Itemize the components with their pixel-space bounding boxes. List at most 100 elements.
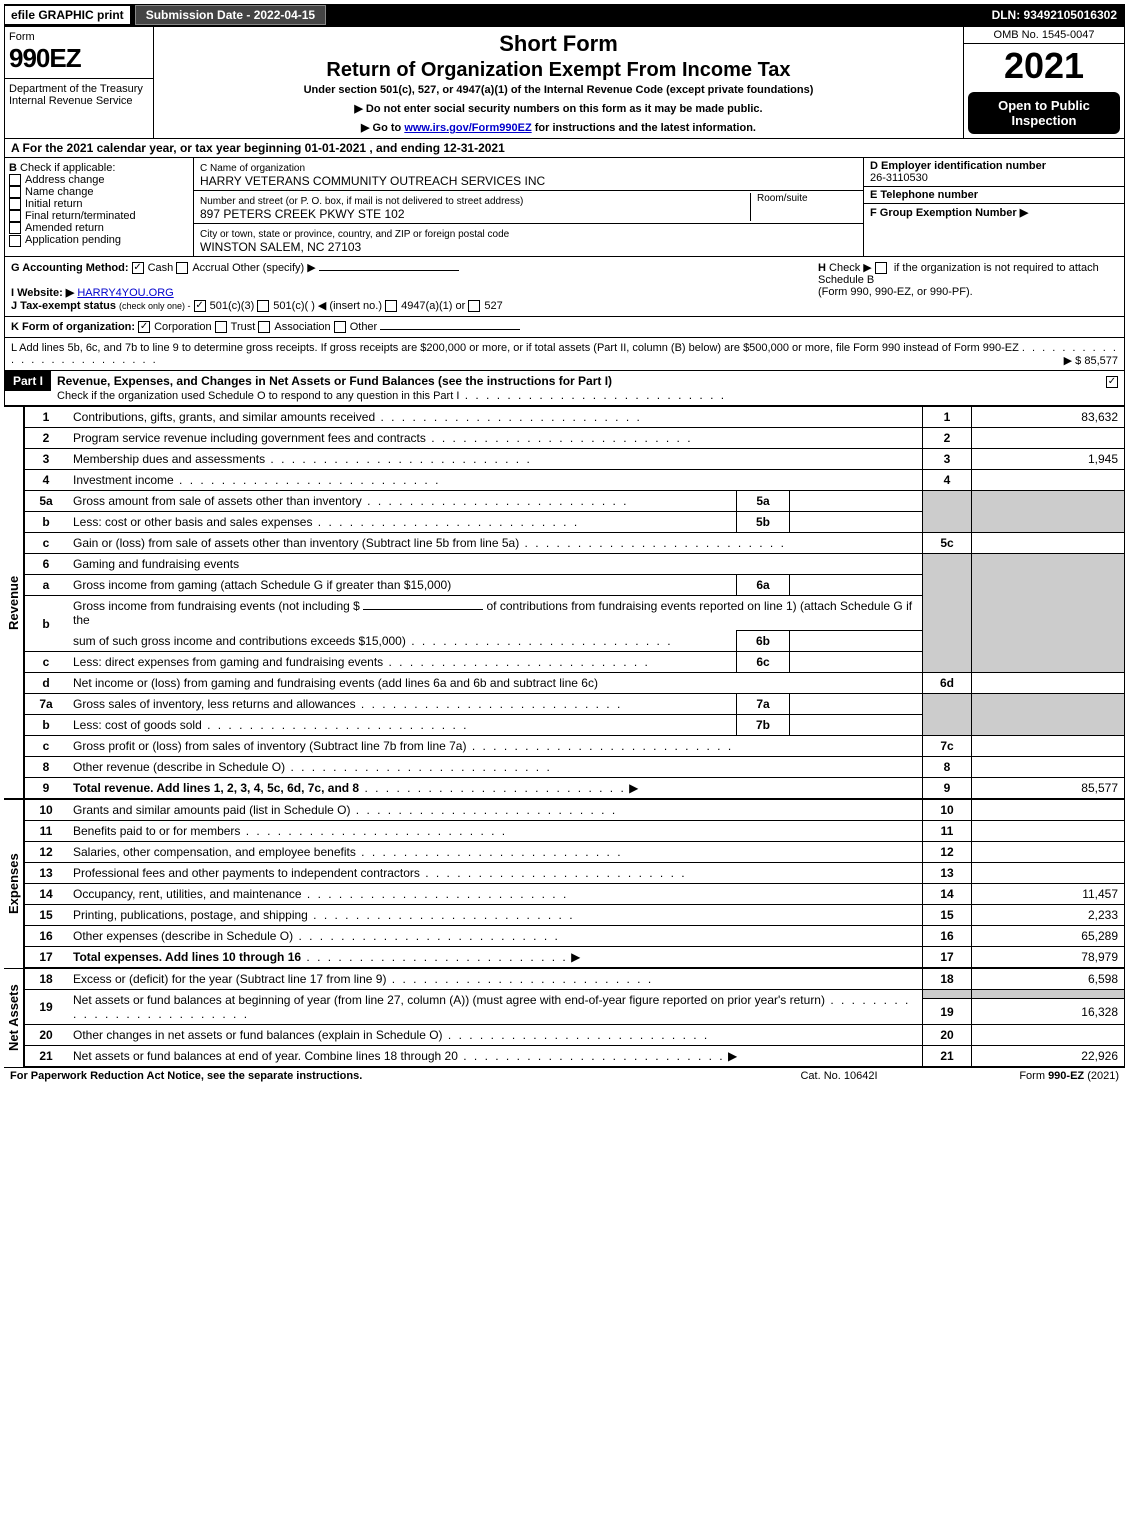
checkbox-accrual[interactable] <box>176 262 188 274</box>
line-4-ref: 4 <box>923 470 972 491</box>
tax-exempt-label: J Tax-exempt status <box>11 300 116 312</box>
line-8-ref: 8 <box>923 757 972 778</box>
line-4-num: 4 <box>25 470 68 491</box>
section-h: H Check ▶ if the organization is not req… <box>818 261 1118 312</box>
footer-cat-no: Cat. No. 10642I <box>739 1070 939 1082</box>
dln-label: DLN: 93492105016302 <box>992 8 1125 22</box>
line-1-ref: 1 <box>923 407 972 428</box>
website-link[interactable]: HARRY4YOU.ORG <box>77 287 173 299</box>
revenue-table: 1 Contributions, gifts, grants, and simi… <box>24 406 1125 799</box>
room-suite-label: Room/suite <box>750 193 857 221</box>
checkbox-corporation[interactable] <box>138 321 150 333</box>
form-org-label: K Form of organization: <box>11 321 135 333</box>
section-l-value: ▶ $ 85,577 <box>1064 354 1118 367</box>
top-bar: efile GRAPHIC print Submission Date - 20… <box>4 4 1125 26</box>
line-9: 9 Total revenue. Add lines 1, 2, 3, 4, 5… <box>25 778 1125 799</box>
telephone-label: E Telephone number <box>870 189 978 201</box>
line-8: 8 Other revenue (describe in Schedule O)… <box>25 757 1125 778</box>
line-9-num: 9 <box>25 778 68 799</box>
line-21-ref: 21 <box>923 1046 972 1067</box>
section-a-tax-year: A For the 2021 calendar year, or tax yea… <box>4 139 1125 158</box>
opt-name-change: Name change <box>25 186 94 198</box>
part-1-header-row: Part I Revenue, Expenses, and Changes in… <box>4 371 1125 406</box>
line-7a-subval <box>790 694 923 715</box>
line-3-ref: 3 <box>923 449 972 470</box>
opt-accrual: Accrual <box>192 262 229 274</box>
line-5a-desc: Gross amount from sale of assets other t… <box>73 494 362 508</box>
checkbox-4947[interactable] <box>385 300 397 312</box>
checkbox-schedule-b[interactable] <box>875 262 887 274</box>
h-text1: Check ▶ <box>829 262 872 274</box>
checkbox-address-change[interactable] <box>9 174 21 186</box>
revenue-vertical-label: Revenue <box>4 406 24 799</box>
checkbox-501c[interactable] <box>257 300 269 312</box>
line-16-value: 65,289 <box>972 926 1125 947</box>
irs-label: Internal Revenue Service <box>9 95 149 107</box>
street-value: 897 PETERS CREEK PKWY STE 102 <box>200 207 405 221</box>
omb-number: OMB No. 1545-0047 <box>964 27 1124 44</box>
checkbox-initial-return[interactable] <box>9 198 21 210</box>
line-6b-subval <box>790 631 923 652</box>
checkbox-cash[interactable] <box>132 262 144 274</box>
line-3-num: 3 <box>25 449 68 470</box>
footer-right-pre: Form <box>1019 1070 1048 1082</box>
line-20-num: 20 <box>25 1025 68 1046</box>
group-exemption-label: F Group Exemption Number ▶ <box>870 207 1028 219</box>
section-k: K Form of organization: Corporation Trus… <box>4 317 1125 338</box>
line-7a: 7a Gross sales of inventory, less return… <box>25 694 1125 715</box>
checkbox-application-pending[interactable] <box>9 235 21 247</box>
line-14-value: 11,457 <box>972 884 1125 905</box>
line-18-ref: 18 <box>923 969 972 990</box>
ein-value: 26-3110530 <box>870 172 928 184</box>
revenue-section: Revenue 1 Contributions, gifts, grants, … <box>4 406 1125 799</box>
opt-4947: 4947(a)(1) or <box>401 300 465 312</box>
checkbox-trust[interactable] <box>215 321 227 333</box>
expenses-table: 10 Grants and similar amounts paid (list… <box>24 799 1125 968</box>
checkbox-name-change[interactable] <box>9 186 21 198</box>
row-g-h: G Accounting Method: Cash Accrual Other … <box>4 257 1125 317</box>
line-5c-desc: Gain or (loss) from sale of assets other… <box>73 536 519 550</box>
line-20-value <box>972 1025 1125 1046</box>
tax-exempt-note: (check only one) - <box>119 301 191 311</box>
line-8-value <box>972 757 1125 778</box>
footer-right-post: (2021) <box>1084 1070 1119 1082</box>
opt-address-change: Address change <box>25 174 105 186</box>
line-7a-num: 7a <box>25 694 68 715</box>
line-6d-ref: 6d <box>923 673 972 694</box>
line-14-desc: Occupancy, rent, utilities, and maintena… <box>73 887 302 901</box>
line-12: 12 Salaries, other compensation, and emp… <box>25 842 1125 863</box>
checkbox-schedule-o-part1[interactable] <box>1106 376 1118 388</box>
section-b: B Check if applicable: Address change Na… <box>5 158 194 256</box>
net-assets-vertical-label: Net Assets <box>4 968 24 1067</box>
line-18-desc: Excess or (deficit) for the year (Subtra… <box>73 972 386 986</box>
line-11-desc: Benefits paid to or for members <box>73 824 240 838</box>
line-21-arrow: ▶ <box>728 1049 737 1063</box>
form-number: 990EZ <box>9 43 149 74</box>
line-7b-subval <box>790 715 923 736</box>
efile-print-label[interactable]: efile GRAPHIC print <box>4 5 131 25</box>
line-5c-num: c <box>25 533 68 554</box>
line-12-desc: Salaries, other compensation, and employ… <box>73 845 356 859</box>
line-5a-num: 5a <box>25 491 68 512</box>
form-id-block: Form 990EZ Department of the Treasury In… <box>5 27 154 138</box>
footer-form-ref: 990-EZ <box>1048 1070 1084 1082</box>
line-10-ref: 10 <box>923 800 972 821</box>
line-6: 6 Gaming and fundraising events <box>25 554 1125 575</box>
line-3: 3 Membership dues and assessments 3 1,94… <box>25 449 1125 470</box>
opt-final-return: Final return/terminated <box>25 210 136 222</box>
line-9-ref: 9 <box>923 778 972 799</box>
street-label: Number and street (or P. O. box, if mail… <box>200 196 523 207</box>
checkbox-other-org[interactable] <box>334 321 346 333</box>
checkbox-501c3[interactable] <box>194 300 206 312</box>
irs-link[interactable]: www.irs.gov/Form990EZ <box>404 122 531 134</box>
checkbox-association[interactable] <box>258 321 270 333</box>
checkbox-527[interactable] <box>468 300 480 312</box>
line-17-ref: 17 <box>923 947 972 968</box>
instruction-2: ▶ Go to www.irs.gov/Form990EZ for instru… <box>162 121 955 134</box>
line-13-ref: 13 <box>923 863 972 884</box>
return-title: Return of Organization Exempt From Incom… <box>162 59 955 82</box>
checkbox-final-return[interactable] <box>9 210 21 222</box>
checkbox-amended-return[interactable] <box>9 222 21 234</box>
city-label: City or town, state or province, country… <box>200 229 509 240</box>
line-19-desc: Net assets or fund balances at beginning… <box>73 993 825 1007</box>
